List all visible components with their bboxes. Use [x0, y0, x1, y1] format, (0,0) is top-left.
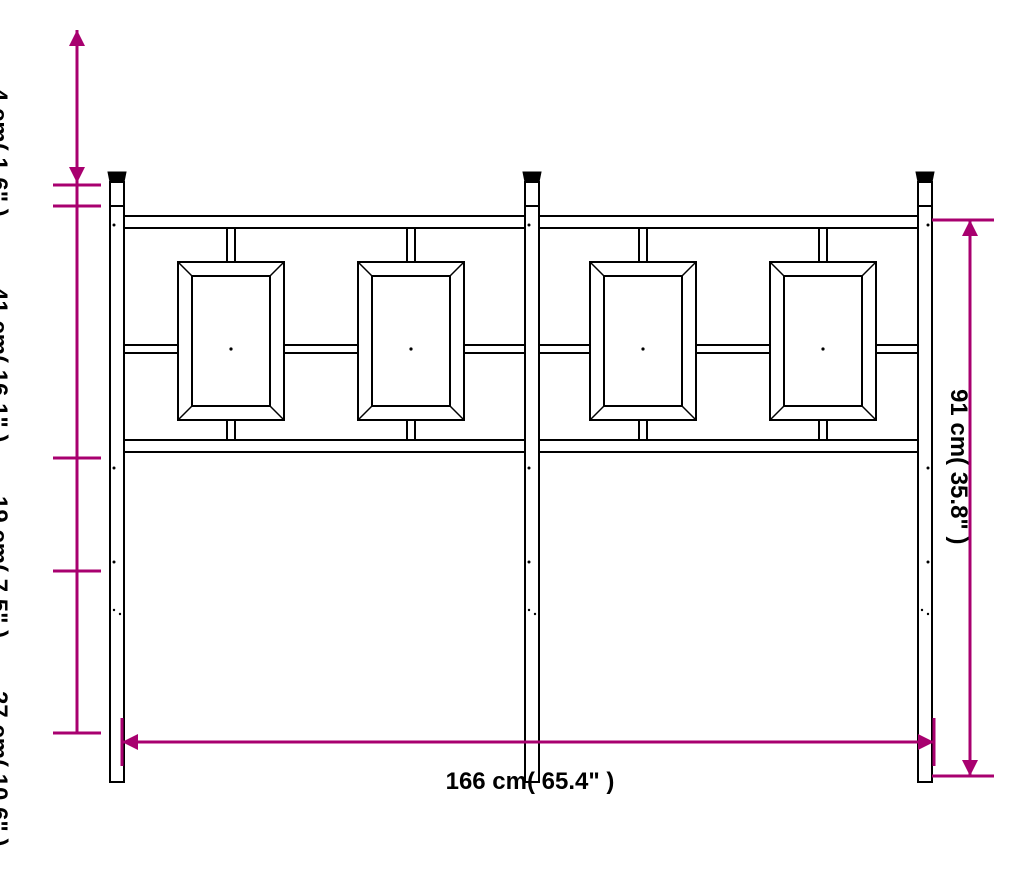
dim-label-left-3: 27 cm( 10.6" )	[0, 691, 12, 846]
dim-label-left-1: 41 cm( 16.1" )	[0, 287, 12, 442]
dim-label-bottom: 166 cm( 65.4" )	[446, 768, 615, 796]
dim-label-left-2: 19 cm( 7.5" )	[0, 496, 12, 638]
dim-label-left-0: 4 cm( 1.6" )	[0, 88, 12, 217]
dim-label-right: 91 cm( 35.8" )	[944, 389, 972, 544]
